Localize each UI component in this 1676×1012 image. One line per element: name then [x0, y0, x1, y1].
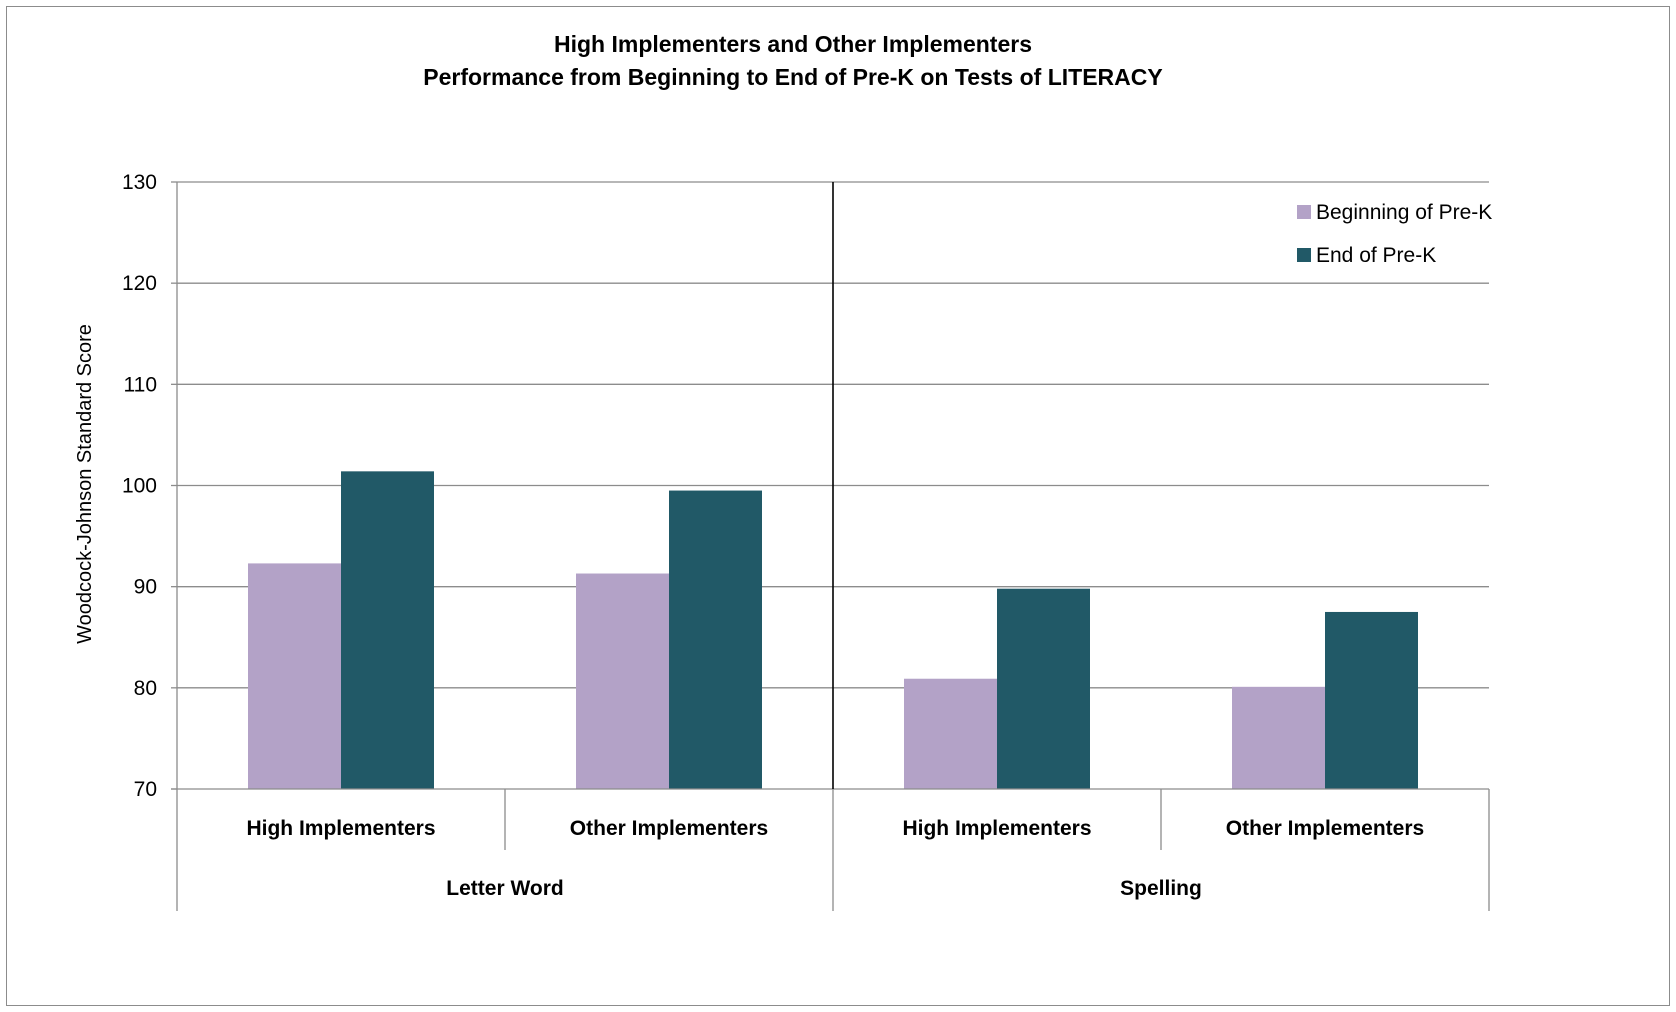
y-tick-label: 70 [134, 778, 157, 801]
y-tick-label: 80 [134, 677, 157, 700]
y-tick-label: 100 [122, 475, 157, 498]
y-tick-label: 90 [134, 576, 157, 599]
legend: Beginning of Pre-K End of Pre-K [1297, 201, 1492, 267]
y-axis-title: Woodcock-Johnson Standard Score [74, 324, 96, 644]
y-tick-label: 120 [122, 272, 157, 295]
legend-label: Beginning of Pre-K [1316, 201, 1492, 224]
y-tick-label: 110 [124, 373, 157, 396]
legend-label: End of Pre-K [1316, 244, 1436, 267]
chart-title: High Implementers and Other Implementers… [423, 31, 1162, 90]
category-labels: High Implementers Other Implementers High … [246, 817, 1424, 900]
y-axis-ticks: 70 80 90 100 110 120 130 [122, 171, 157, 801]
category-label: Other Implementers [570, 817, 768, 840]
category-label: Other Implementers [1226, 817, 1424, 840]
chart-svg: High Implementers and Other Implementers… [74, 31, 1492, 911]
legend-swatch [1297, 248, 1311, 262]
category-label: High Implementers [902, 817, 1091, 840]
chart-title-line-1: High Implementers and Other Implementers [554, 31, 1032, 57]
category-label: High Implementers [246, 817, 435, 840]
chart-frame: High Implementers and Other Implementers… [6, 6, 1670, 1006]
bar-end-4 [1325, 611, 1418, 789]
bars [248, 471, 1418, 789]
bar-beginning-3 [904, 678, 997, 789]
axes [171, 181, 1490, 911]
bar-beginning-1 [248, 563, 341, 789]
bar-beginning-4 [1232, 686, 1325, 789]
group-label: Spelling [1120, 877, 1202, 900]
bar-end-2 [669, 490, 762, 789]
bar-end-1 [341, 471, 434, 789]
bar-end-3 [997, 588, 1090, 789]
chart-title-line-2: Performance from Beginning to End of Pre… [423, 64, 1162, 90]
bar-beginning-2 [576, 573, 669, 789]
group-label: Letter Word [446, 877, 563, 900]
y-tick-label: 130 [122, 171, 157, 194]
legend-swatch [1297, 205, 1311, 219]
